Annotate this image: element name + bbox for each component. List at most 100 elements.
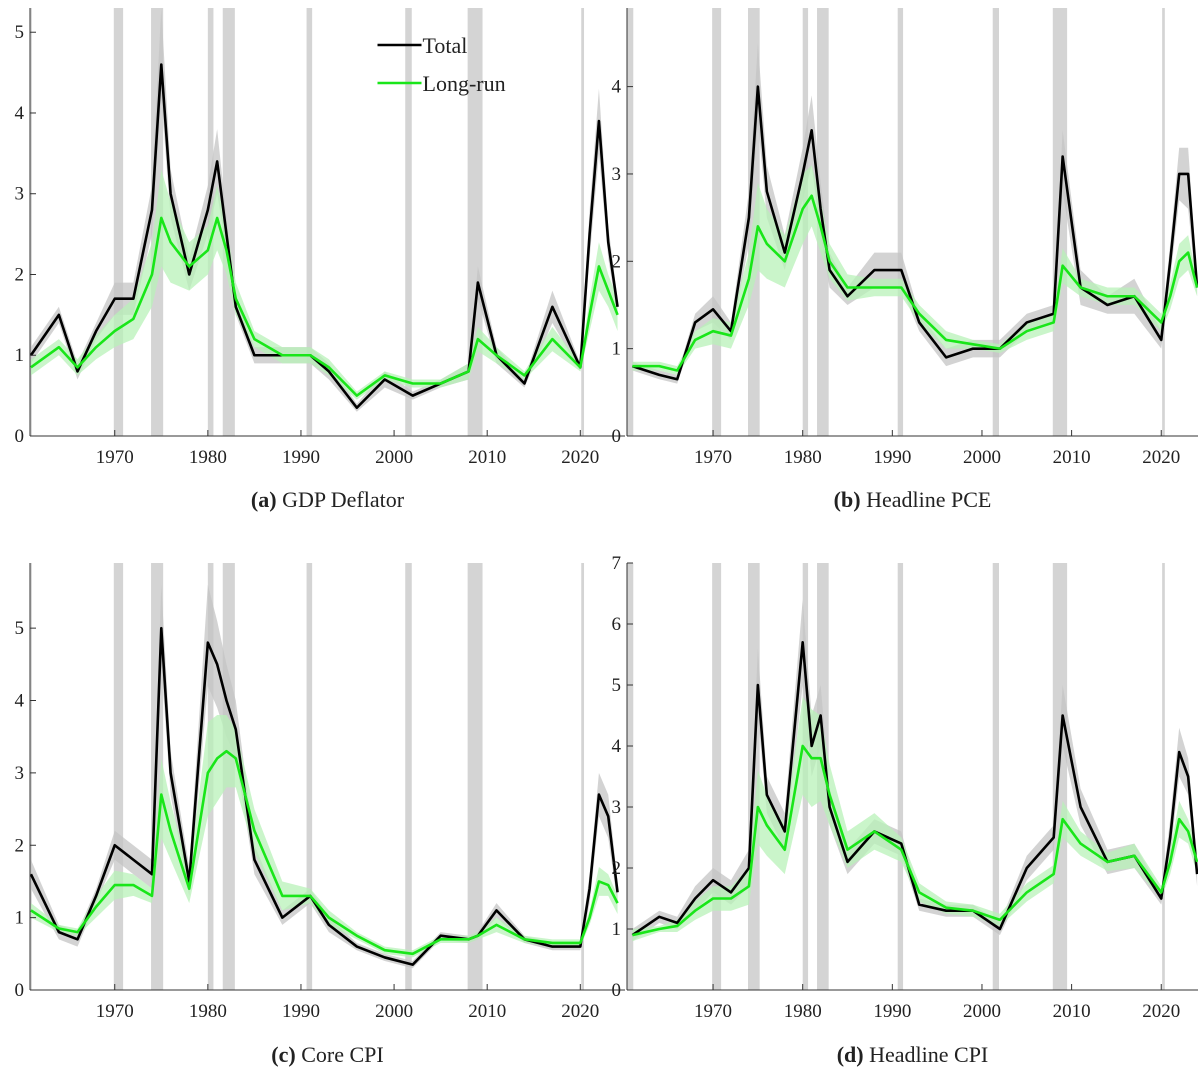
recession-bar [581, 8, 585, 436]
y-tick-label: 3 [15, 184, 25, 205]
confidence-band [632, 165, 1198, 375]
caption: (d) Headline CPI [837, 1042, 989, 1067]
recession-bar [306, 563, 313, 990]
plot-area [627, 8, 1198, 436]
y-tick-label: 5 [612, 675, 622, 696]
y-tick-label: 5 [15, 22, 25, 43]
x-tick-label: 2020 [1142, 447, 1180, 468]
x-tick-label: 2020 [561, 1001, 599, 1022]
caption-text: Headline CPI [869, 1042, 988, 1067]
recession-bar [627, 8, 634, 436]
series-line [30, 749, 619, 956]
panel: 0 1 2 3 4 5 1970 1980 1990 2000 2010 2020 (a) GDP De… [15, 8, 625, 512]
y-tick-label: 1 [612, 919, 622, 940]
recession-bar [30, 8, 32, 436]
x-tick-label: 2010 [468, 1001, 506, 1022]
legend-label: Total [423, 33, 468, 58]
recession-bar [897, 563, 904, 990]
x-tick-label: 2010 [1053, 1001, 1091, 1022]
caption-text: Headline PCE [866, 487, 991, 512]
recession-bar [113, 563, 124, 990]
y-tick-label: 6 [612, 614, 622, 635]
caption: (a) GDP Deflator [251, 487, 405, 512]
recession-bar [992, 8, 1000, 436]
x-tick-label: 2020 [1142, 1001, 1180, 1022]
x-tick-label: 1980 [189, 447, 227, 468]
x-tick-label: 1980 [784, 447, 822, 468]
recession-bar [627, 563, 634, 990]
x-tick-label: 1980 [784, 1001, 822, 1022]
plot-area [30, 563, 619, 990]
caption-text: Core CPI [301, 1042, 384, 1067]
recession-bar [467, 563, 483, 990]
y-tick-label: 4 [612, 736, 622, 757]
recession-bar [1162, 563, 1165, 990]
recession-bar [1162, 8, 1165, 436]
recession-bar [992, 563, 1000, 990]
y-tick-label: 4 [15, 691, 25, 712]
plot-area [30, 8, 619, 436]
x-tick-label: 2000 [963, 447, 1001, 468]
recession-bar [222, 8, 235, 436]
x-tick-label: 1990 [282, 447, 320, 468]
series-line [631, 85, 1198, 381]
caption: (c) Core CPI [271, 1042, 383, 1067]
plot-area [627, 563, 1198, 990]
caption-label: (b) [834, 487, 861, 512]
series-line [632, 194, 1198, 372]
x-tick-label: 1970 [96, 447, 134, 468]
recession-bar [581, 563, 585, 990]
x-tick-label: 2020 [561, 447, 599, 468]
y-tick-label: 1 [612, 339, 622, 360]
caption: (b) Headline PCE [834, 487, 992, 512]
y-tick-label: 7 [612, 553, 622, 574]
y-tick-label: 0 [15, 980, 25, 1001]
caption-label: (c) [271, 1042, 295, 1067]
x-tick-label: 2010 [1053, 447, 1091, 468]
y-tick-label: 4 [15, 103, 25, 124]
recession-bar [30, 563, 32, 990]
recession-bar [405, 8, 412, 436]
y-tick-label: 5 [15, 618, 25, 639]
caption-label: (d) [837, 1042, 864, 1067]
series-line [30, 626, 619, 966]
x-tick-label: 1980 [189, 1001, 227, 1022]
y-tick-label: 4 [612, 77, 622, 98]
y-tick-label: 2 [612, 858, 622, 879]
y-tick-label: 1 [15, 345, 25, 366]
y-tick-label: 3 [15, 763, 25, 784]
panel: 0 1 2 3 4 1970 1980 1990 2000 2010 2020 (b) Headlin… [612, 8, 1198, 512]
recession-bar [712, 8, 722, 436]
x-tick-label: 1970 [96, 1001, 134, 1022]
confidence-band [30, 8, 618, 412]
y-tick-label: 2 [15, 835, 25, 856]
x-tick-label: 2010 [468, 447, 506, 468]
y-tick-label: 2 [612, 251, 622, 272]
recession-bar [712, 563, 722, 990]
y-tick-label: 0 [15, 426, 25, 447]
x-tick-label: 2000 [375, 447, 413, 468]
y-tick-label: 1 [15, 908, 25, 929]
series-line [30, 216, 619, 397]
x-tick-label: 1990 [873, 1001, 911, 1022]
confidence-band [30, 714, 618, 958]
y-tick-label: 3 [612, 797, 622, 818]
x-tick-label: 1970 [694, 1001, 732, 1022]
x-tick-label: 2000 [963, 1001, 1001, 1022]
x-tick-label: 1970 [694, 447, 732, 468]
y-tick-label: 0 [612, 426, 622, 447]
x-tick-label: 1990 [282, 1001, 320, 1022]
x-tick-label: 1990 [873, 447, 911, 468]
recession-bar [113, 8, 124, 436]
panel: 0 1 2 3 4 5 6 7 1970 1980 1990 2000 2010 2020 (d) Head… [612, 553, 1198, 1067]
panel: 0 1 2 3 4 5 1970 1980 1990 2000 2010 2020 (c) Core C… [15, 563, 625, 1067]
caption-label: (a) [251, 487, 277, 512]
caption-text: GDP Deflator [282, 487, 405, 512]
x-tick-label: 2000 [375, 1001, 413, 1022]
recession-bar [897, 8, 904, 436]
series-line [632, 744, 1198, 937]
recession-bar [306, 8, 313, 436]
recession-bar [405, 563, 412, 990]
y-tick-label: 3 [612, 164, 622, 185]
